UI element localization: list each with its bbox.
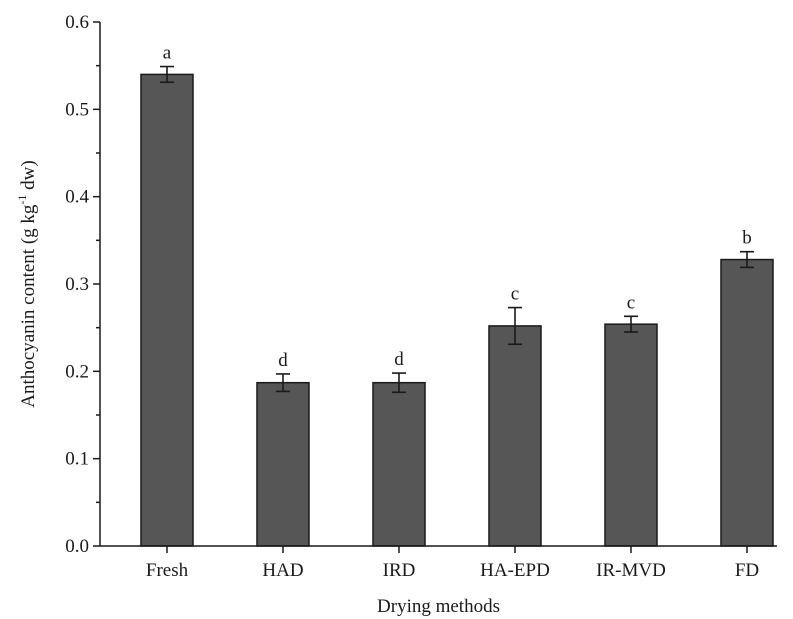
- bar-fd: [720, 258, 774, 547]
- y-tick-label: 0.3: [65, 274, 89, 295]
- bar-ird: [372, 381, 426, 547]
- significance-label: d: [394, 349, 404, 370]
- y-tick-label: 0.4: [65, 187, 89, 208]
- category-label: HAD: [262, 560, 303, 581]
- significance-label: a: [163, 43, 172, 64]
- significance-label: c: [511, 284, 519, 305]
- y-ticks-group: 0.0 0.1 0.2 0.3 0.4 0.5 0.6: [65, 12, 100, 557]
- category-label: IR-MVD: [596, 560, 666, 581]
- bars-group: a d d c c b: [140, 43, 774, 547]
- y-tick-label: 0.0: [65, 536, 89, 557]
- bar-ir-mvd: [604, 323, 658, 547]
- axes-group: [99, 22, 777, 547]
- bar-had: [256, 381, 310, 547]
- significance-label: b: [742, 228, 752, 249]
- y-tick-label: 0.5: [65, 99, 89, 120]
- category-label: Fresh: [146, 560, 189, 581]
- y-axis-title-superscript: -1: [15, 195, 29, 205]
- category-label: FD: [735, 560, 759, 581]
- y-tick-label: 0.6: [65, 12, 89, 33]
- category-labels-group: Fresh HAD IRD HA-EPD IR-MVD FD: [146, 546, 759, 581]
- bar-fresh: [140, 73, 194, 547]
- bar-ha-epd: [488, 325, 542, 547]
- significance-label: d: [278, 350, 288, 371]
- y-tick-label: 0.1: [65, 449, 89, 470]
- y-axis-title-main: Anthocyanin content (g kg: [18, 204, 39, 408]
- category-label: HA-EPD: [480, 560, 550, 581]
- significance-label: c: [627, 292, 635, 313]
- category-label: IRD: [383, 560, 416, 581]
- y-axis-title-tail: dw): [18, 160, 39, 194]
- y-axis-title: Anthocyanin content (g kg-1 dw): [15, 160, 39, 407]
- y-tick-label: 0.2: [65, 361, 89, 382]
- x-axis-title: Drying methods: [377, 596, 500, 617]
